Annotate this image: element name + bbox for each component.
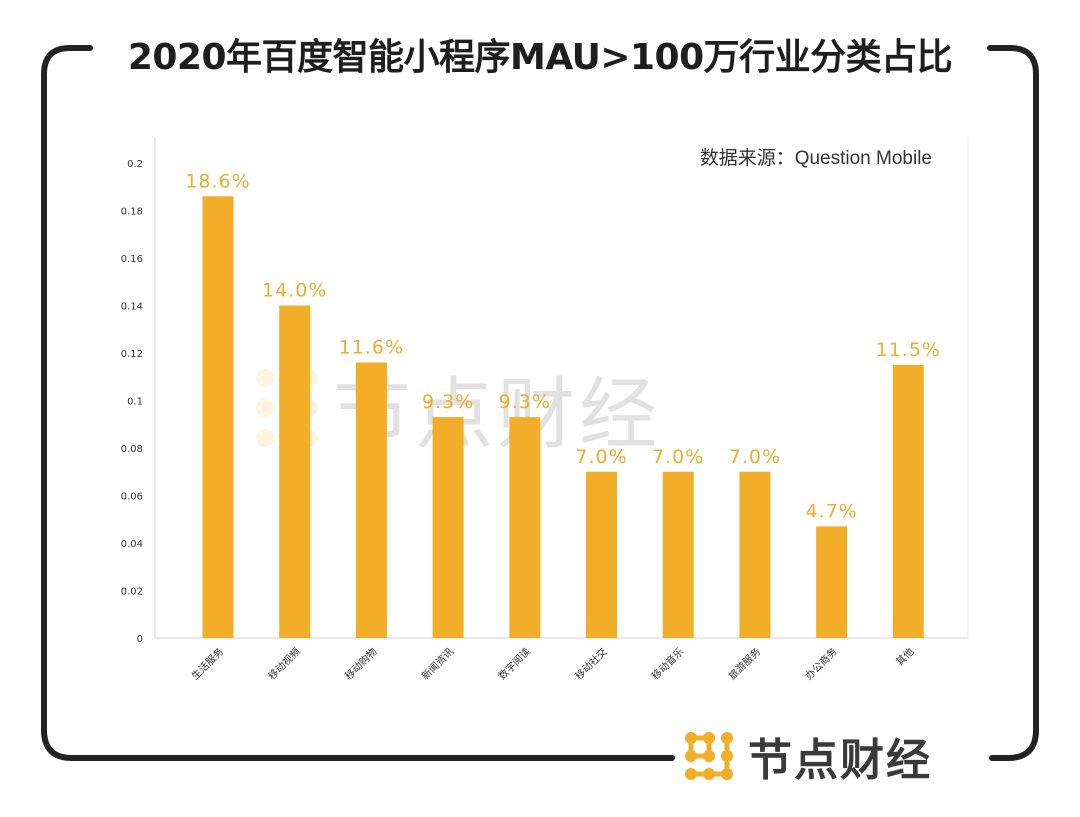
x-category-label: 移动社交 (572, 645, 609, 682)
data-label: 4.7% (805, 500, 857, 522)
bar (816, 526, 848, 638)
brand-footer: 节点财经 (684, 728, 932, 786)
bar (892, 364, 924, 638)
data-label: 7.0% (575, 446, 627, 468)
x-category-label: 生活服务 (189, 645, 226, 682)
y-tick-label: 0.1 (127, 397, 143, 408)
data-label: 7.0% (652, 446, 704, 468)
y-tick-label: 0.18 (121, 207, 143, 218)
y-tick-label: 0 (137, 634, 143, 645)
brand-name: 节点财经 (748, 735, 932, 786)
x-category-label: 移动视频 (265, 645, 302, 682)
frame-top-left (41, 45, 675, 761)
data-label: 18.6% (185, 170, 250, 192)
y-tick-label: 0.14 (121, 302, 143, 313)
bar (202, 196, 234, 638)
bar (586, 471, 617, 638)
data-label: 11.6% (339, 337, 404, 359)
data-label: 9.3% (422, 391, 474, 413)
y-tick-label: 0.02 (121, 587, 143, 598)
y-tick-label: 0.12 (121, 349, 143, 360)
bar (432, 417, 464, 638)
brand-logo-icon (685, 732, 733, 780)
y-tick-label: 0.04 (121, 539, 143, 550)
y-tick-label: 0.16 (121, 254, 143, 265)
x-category-label: 旅游服务 (726, 645, 763, 682)
y-tick-label: 0.08 (121, 444, 143, 455)
bar (355, 362, 387, 638)
bar (279, 305, 311, 638)
data-label: 9.3% (499, 391, 551, 413)
x-category-label: 移动购物 (342, 645, 379, 682)
x-category-label: 移动音乐 (649, 645, 686, 682)
data-label: 7.0% (729, 446, 781, 468)
data-label: 14.0% (262, 280, 327, 302)
source-note: 数据来源：Question Mobile (699, 148, 932, 169)
frame-top-right (987, 45, 1039, 761)
x-category-label: 数字阅读 (495, 645, 532, 682)
bar (509, 417, 541, 638)
x-category-label: 其他 (893, 645, 916, 668)
bar (662, 471, 694, 638)
chart-title: 2020年百度智能小程序MAU>100万行业分类占比 (127, 37, 953, 78)
x-category-label: 新闻资讯 (419, 645, 456, 682)
x-category-label: 办公商务 (802, 645, 839, 682)
y-tick-label: 0.2 (127, 159, 143, 170)
bar (739, 471, 771, 638)
y-tick-label: 0.06 (121, 492, 143, 503)
data-label: 11.5% (876, 339, 941, 361)
